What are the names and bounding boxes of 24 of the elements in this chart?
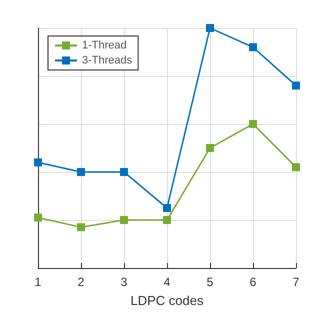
point: [292, 82, 300, 90]
x-tick-label: 6: [250, 275, 257, 289]
point: [206, 144, 214, 152]
point: [249, 43, 257, 52]
x-tick-label: 4: [164, 275, 171, 289]
point: [249, 120, 257, 128]
point: [34, 214, 42, 222]
legend-label: 3-Threads: [82, 54, 133, 66]
point: [77, 168, 85, 176]
legend-label: 1-Thread: [82, 40, 127, 52]
point: [163, 216, 171, 224]
x-tick-label: 3: [120, 275, 128, 289]
x-axis-title: LDPC codes: [130, 293, 204, 308]
point: [34, 158, 42, 166]
point: [120, 216, 128, 224]
point: [77, 223, 85, 232]
point: [163, 204, 171, 212]
x-tick-label: 7: [292, 275, 300, 289]
x-tick-label: 2: [78, 275, 85, 289]
x-tick-label: 1: [34, 275, 42, 289]
point: [292, 163, 300, 172]
x-tick-label: 5: [206, 275, 214, 289]
point: [120, 168, 128, 176]
point: [206, 24, 214, 32]
